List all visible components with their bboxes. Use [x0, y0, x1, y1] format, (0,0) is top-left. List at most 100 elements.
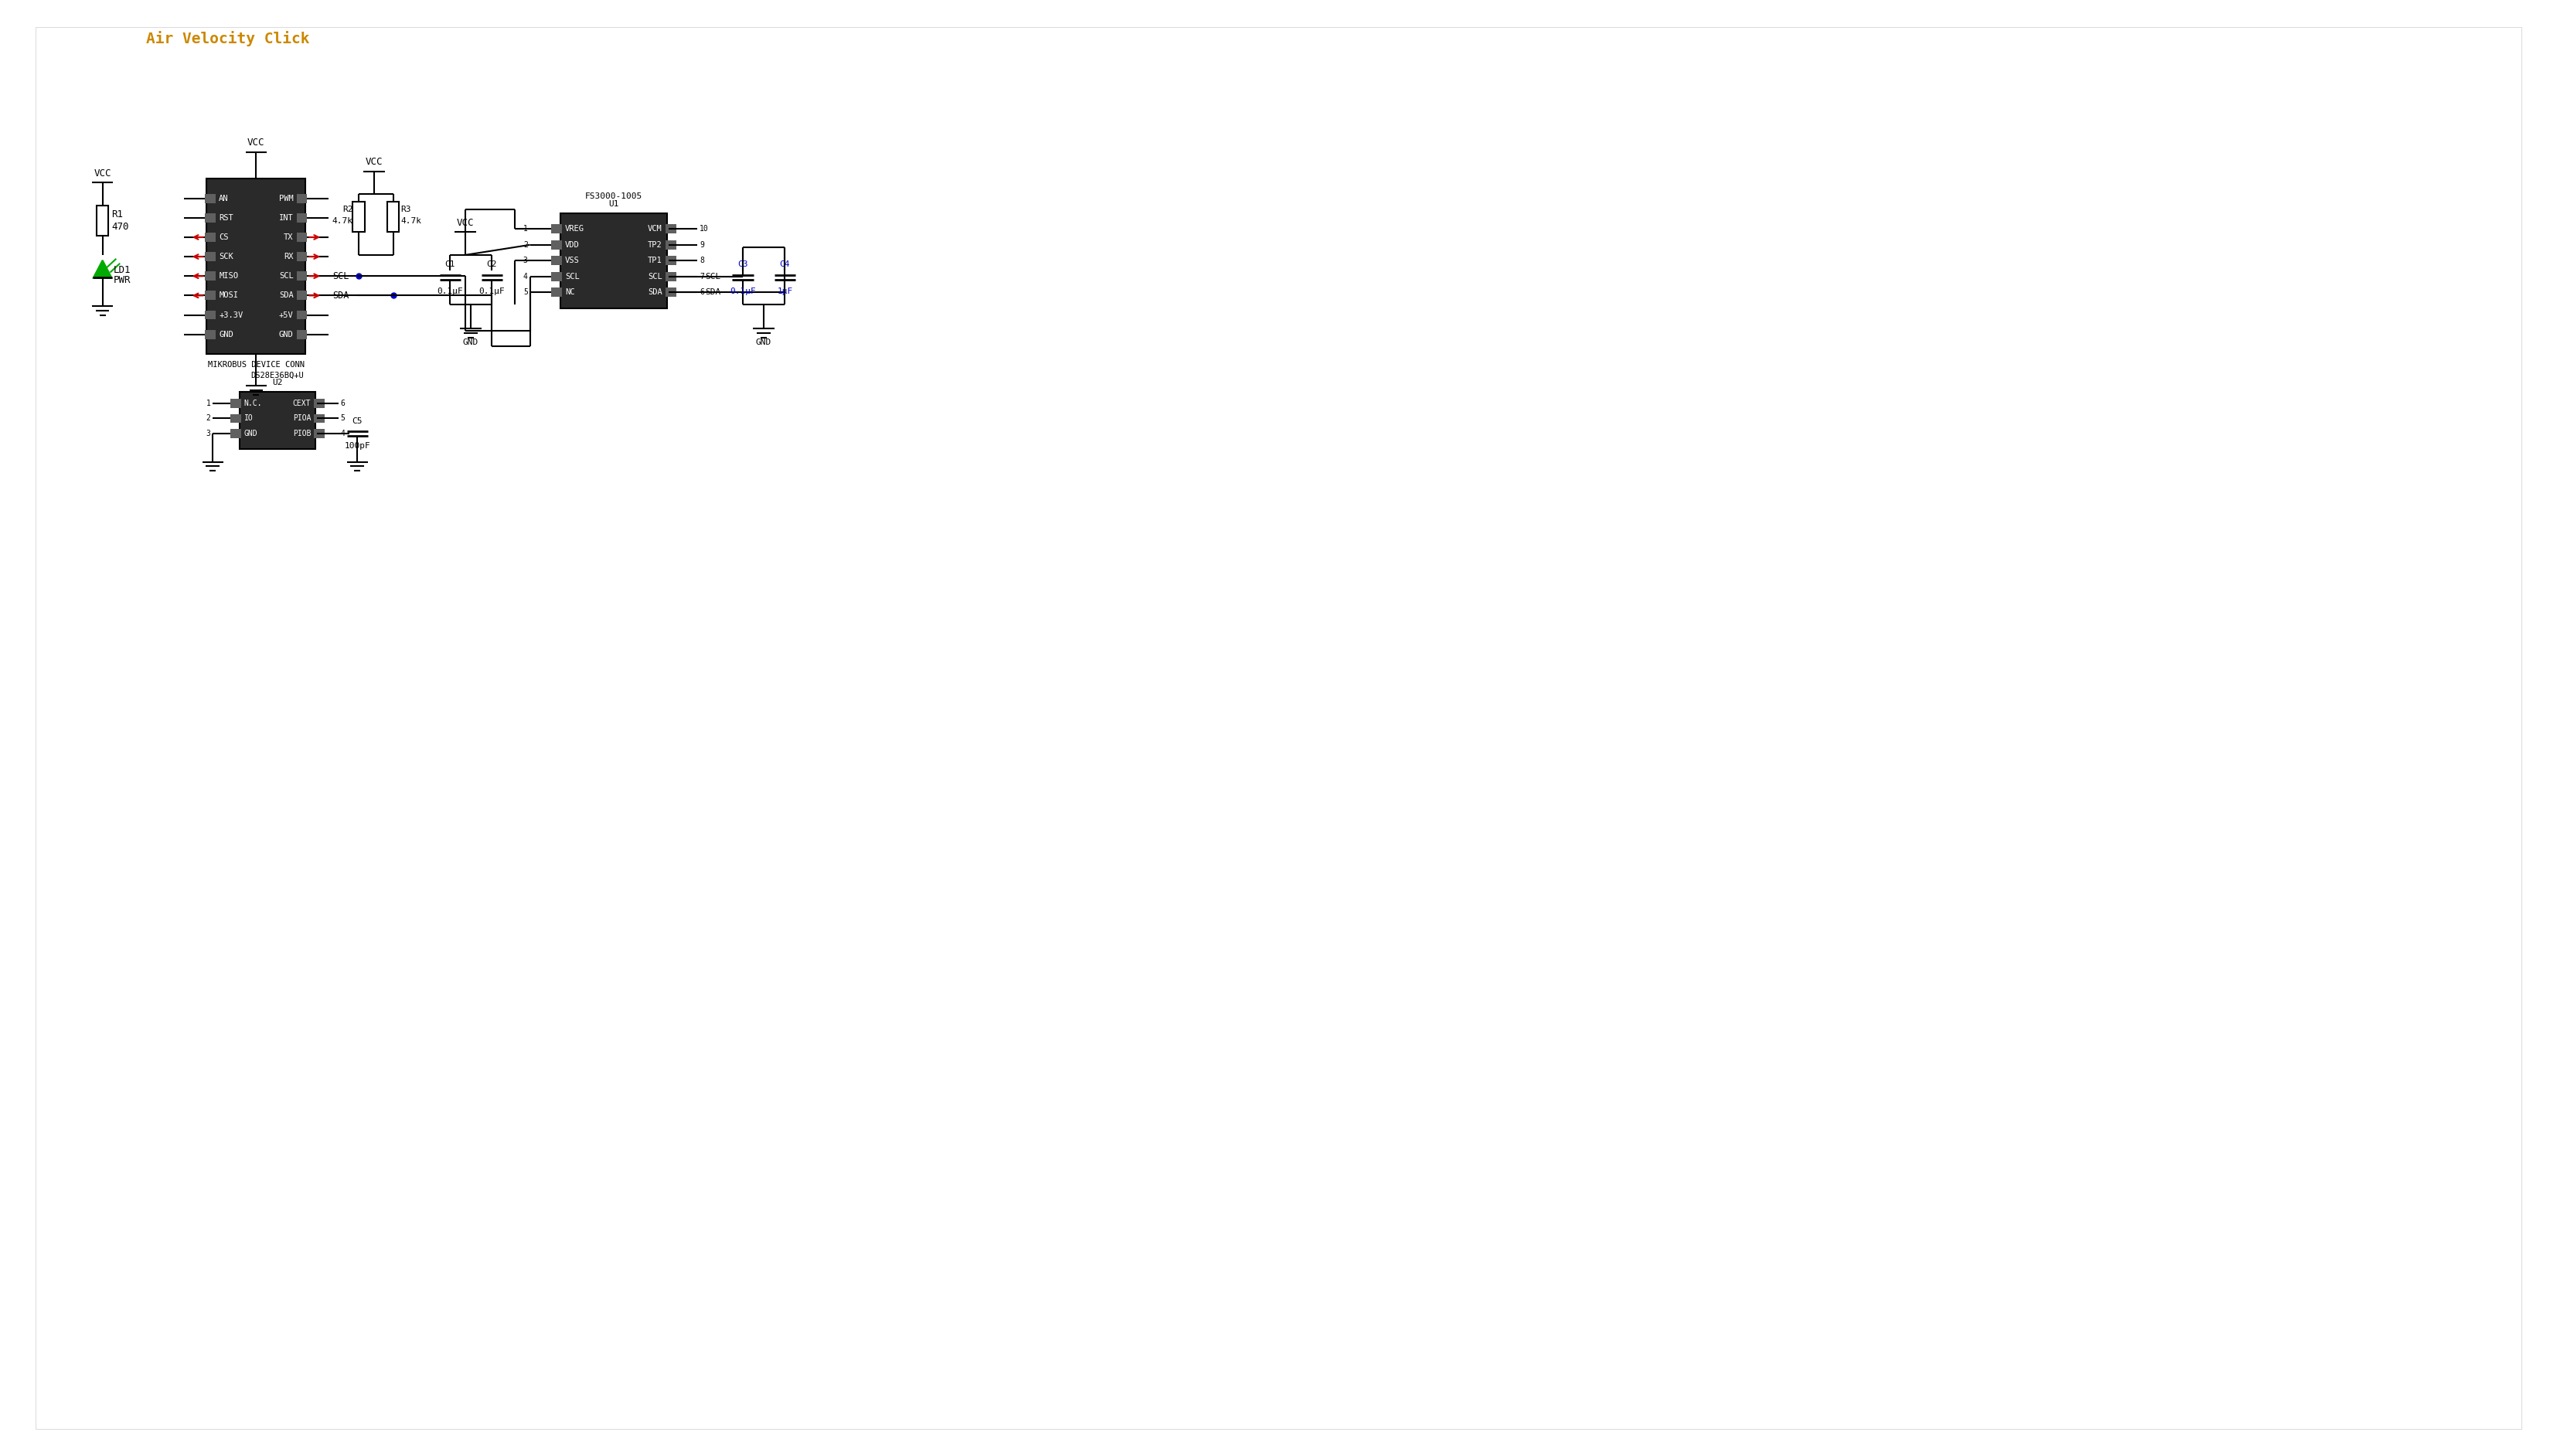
Text: 10: 10 — [701, 226, 708, 233]
Text: PWR: PWR — [113, 275, 130, 285]
Bar — [552, 288, 563, 297]
Text: 5: 5 — [524, 288, 527, 296]
Bar — [315, 399, 325, 408]
Bar — [240, 392, 315, 448]
Bar — [207, 179, 307, 354]
Bar — [353, 202, 366, 232]
Text: CEXT: CEXT — [291, 399, 312, 408]
Text: 0.1µF: 0.1µF — [478, 288, 506, 296]
Text: SDA: SDA — [332, 291, 348, 300]
Text: 2: 2 — [207, 415, 210, 422]
Bar — [297, 310, 307, 319]
Text: R2: R2 — [343, 205, 353, 213]
Text: TP2: TP2 — [647, 240, 662, 249]
Bar — [297, 213, 307, 223]
Bar — [297, 194, 307, 202]
Bar — [552, 272, 563, 281]
Bar — [230, 414, 240, 424]
Text: R1: R1 — [113, 210, 123, 220]
Text: 9: 9 — [701, 240, 703, 249]
Bar — [665, 224, 675, 233]
Bar — [297, 331, 307, 339]
Bar — [552, 224, 563, 233]
Bar — [230, 430, 240, 438]
Bar — [315, 430, 325, 438]
Text: TP1: TP1 — [647, 256, 662, 265]
Text: FS3000-1005: FS3000-1005 — [586, 192, 642, 201]
Text: SCK: SCK — [220, 253, 233, 261]
Text: SDA: SDA — [706, 288, 721, 296]
Text: 4: 4 — [524, 272, 527, 281]
Text: 6: 6 — [340, 399, 345, 408]
Text: SDA: SDA — [647, 288, 662, 296]
Bar — [205, 331, 215, 339]
Text: 3: 3 — [207, 430, 210, 438]
Text: INT: INT — [279, 214, 294, 221]
Text: SDA: SDA — [279, 291, 294, 300]
Bar — [386, 202, 399, 232]
Bar — [207, 179, 307, 354]
Text: SCL: SCL — [332, 271, 348, 281]
Text: 470: 470 — [113, 221, 128, 232]
Text: U1: U1 — [609, 199, 619, 208]
Text: GND: GND — [243, 430, 258, 438]
Bar — [205, 271, 215, 281]
Bar — [205, 213, 215, 223]
Text: 1µF: 1µF — [777, 288, 793, 296]
Bar — [560, 213, 667, 309]
Bar — [205, 233, 215, 242]
Bar — [97, 205, 107, 236]
Text: SCL: SCL — [706, 272, 721, 281]
Text: +5V: +5V — [279, 312, 294, 319]
Text: 100pF: 100pF — [345, 443, 371, 450]
Text: DS28E36BQ+U: DS28E36BQ+U — [251, 371, 304, 379]
Text: SCL: SCL — [647, 272, 662, 281]
Polygon shape — [95, 261, 113, 278]
Text: PIOB: PIOB — [291, 430, 312, 438]
Text: VSS: VSS — [565, 256, 580, 265]
Text: LD1: LD1 — [113, 265, 130, 275]
Text: GND: GND — [279, 331, 294, 338]
Bar — [297, 271, 307, 281]
Bar — [240, 392, 315, 448]
Text: RX: RX — [284, 253, 294, 261]
Text: 1: 1 — [207, 399, 210, 408]
Text: 7: 7 — [701, 272, 703, 281]
Text: MIKROBUS DEVICE CONN: MIKROBUS DEVICE CONN — [207, 361, 304, 368]
Text: C2: C2 — [486, 261, 496, 268]
Bar — [665, 256, 675, 265]
Text: 4: 4 — [340, 430, 345, 438]
Text: C1: C1 — [445, 261, 455, 268]
Text: AN: AN — [220, 195, 228, 202]
Text: GND: GND — [757, 339, 772, 347]
Bar — [205, 194, 215, 202]
Text: RST: RST — [220, 214, 233, 221]
Text: VCC: VCC — [366, 157, 384, 167]
Text: VREG: VREG — [565, 226, 586, 233]
Text: 3: 3 — [524, 256, 527, 265]
Text: 0.1µF: 0.1µF — [729, 288, 757, 296]
Text: VCM: VCM — [647, 226, 662, 233]
Bar — [205, 252, 215, 261]
Text: 1: 1 — [524, 226, 527, 233]
Bar — [552, 240, 563, 249]
Text: VCC: VCC — [458, 218, 473, 229]
Text: VCC: VCC — [95, 169, 110, 179]
Text: VCC: VCC — [248, 137, 266, 147]
Bar — [297, 291, 307, 300]
Text: C5: C5 — [353, 418, 363, 425]
Bar — [665, 272, 675, 281]
Text: 4.7k: 4.7k — [332, 217, 353, 224]
Text: NC: NC — [565, 288, 575, 296]
Text: 6: 6 — [701, 288, 703, 296]
Text: +3.3V: +3.3V — [220, 312, 243, 319]
Bar — [560, 213, 667, 309]
Bar — [297, 252, 307, 261]
Text: IO: IO — [243, 415, 253, 422]
Text: Air Velocity Click: Air Velocity Click — [146, 31, 309, 47]
Bar — [552, 256, 563, 265]
Text: CS: CS — [220, 233, 228, 242]
Text: SCL: SCL — [279, 272, 294, 280]
Text: GND: GND — [220, 331, 233, 338]
Text: SCL: SCL — [565, 272, 580, 281]
